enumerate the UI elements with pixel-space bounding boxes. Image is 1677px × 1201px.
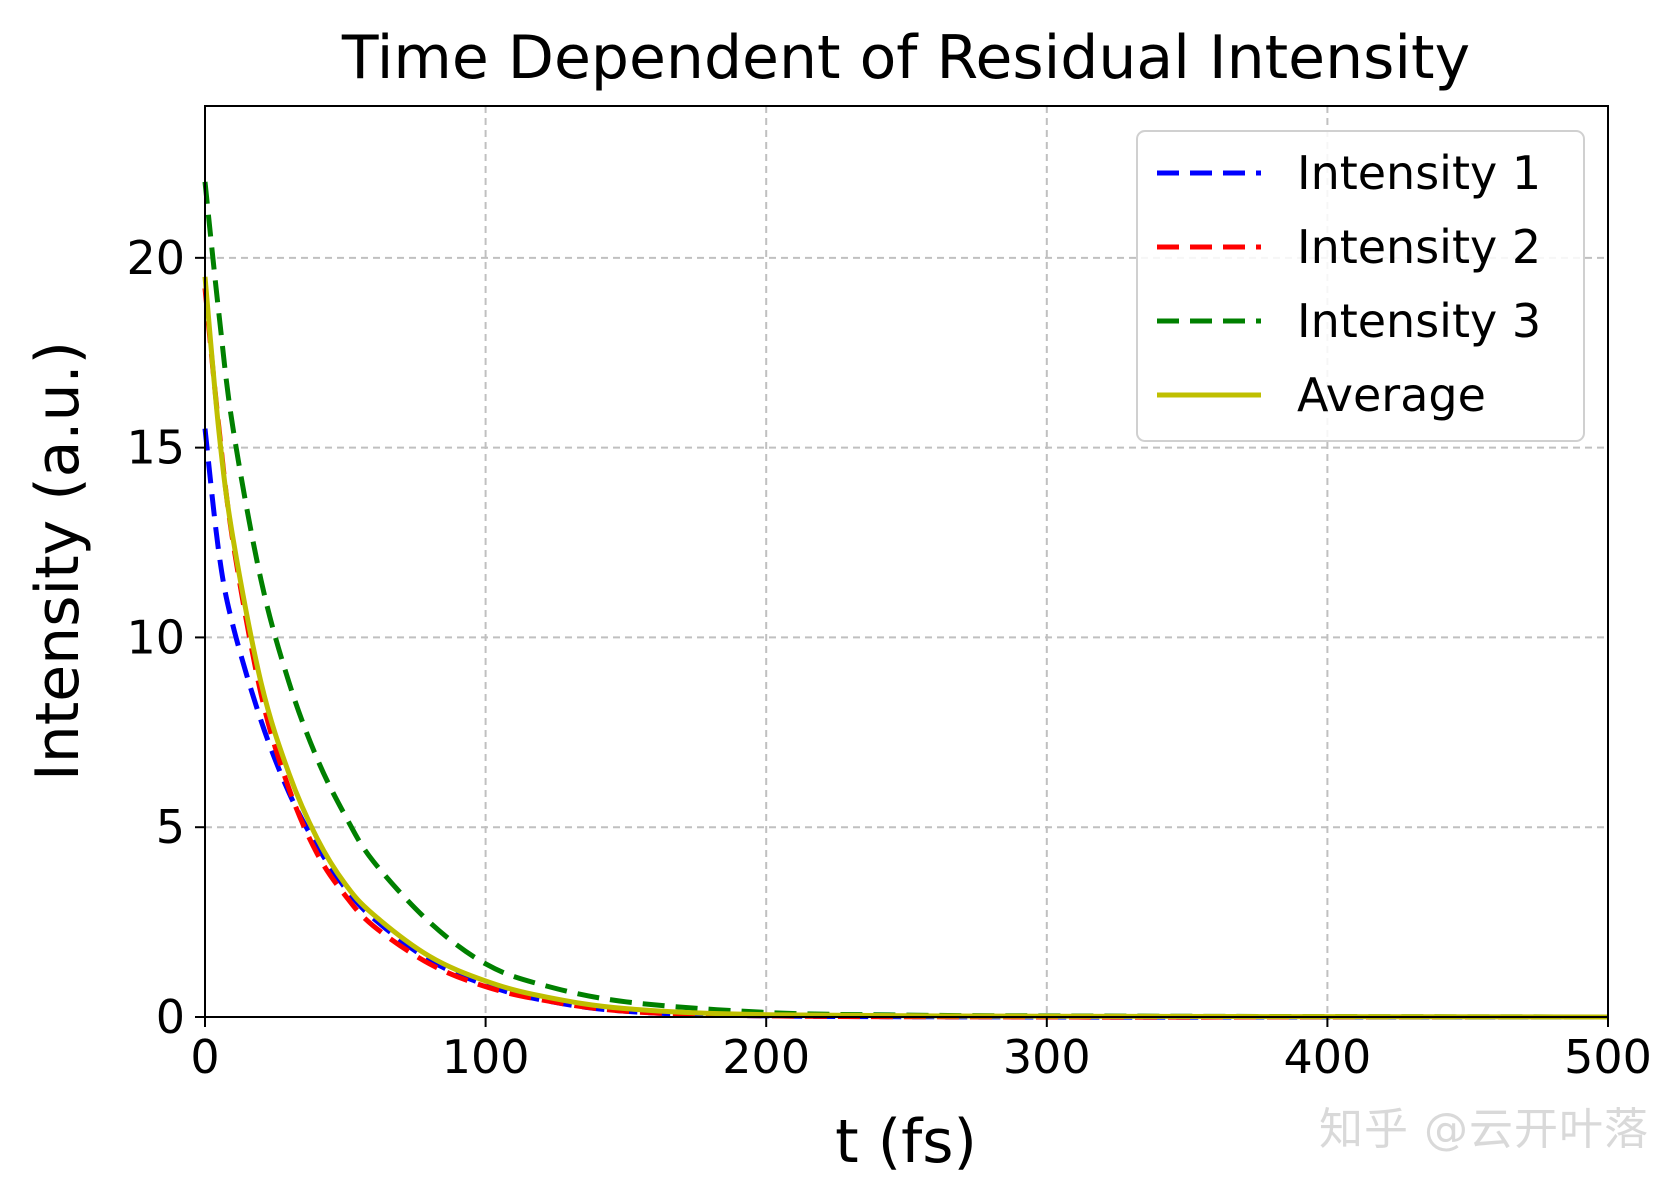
y-tick-label: 0 (156, 990, 185, 1044)
legend: Intensity 1 Intensity 2 Intensity 3 Average (1136, 130, 1585, 442)
legend-label: Intensity 2 (1297, 220, 1541, 274)
x-tick-label: 100 (442, 1030, 530, 1084)
chart-title: Time Dependent of Residual Intensity (341, 23, 1470, 93)
y-axis-label: Intensity (a.u.) (23, 341, 93, 781)
x-tick-label: 0 (190, 1030, 219, 1084)
x-tick-label: 300 (1003, 1030, 1091, 1084)
y-tick-label: 5 (156, 800, 185, 854)
y-tick-label: 10 (126, 610, 185, 664)
plot-frame (204, 105, 1609, 1018)
y-tick-label: 20 (126, 231, 185, 285)
series-line-3 (202, 181, 1609, 1020)
watermark: 知乎 @云开叶落 (1319, 1104, 1649, 1155)
x-tick-label: 400 (1283, 1030, 1371, 1084)
x-tick-label: 500 (1564, 1030, 1652, 1084)
ticks: 0 100 200 300 400 500 0 5 10 15 20 (126, 231, 1651, 1084)
legend-label: Intensity 1 (1297, 146, 1541, 200)
legend-label: Intensity 3 (1297, 294, 1541, 348)
legend-box (1136, 130, 1585, 442)
y-tick-label: 15 (126, 421, 185, 475)
x-axis-label: t (fs) (835, 1107, 977, 1177)
x-tick-label: 200 (722, 1030, 810, 1084)
series-line-1 (202, 428, 1608, 1020)
legend-label: Average (1297, 368, 1486, 422)
